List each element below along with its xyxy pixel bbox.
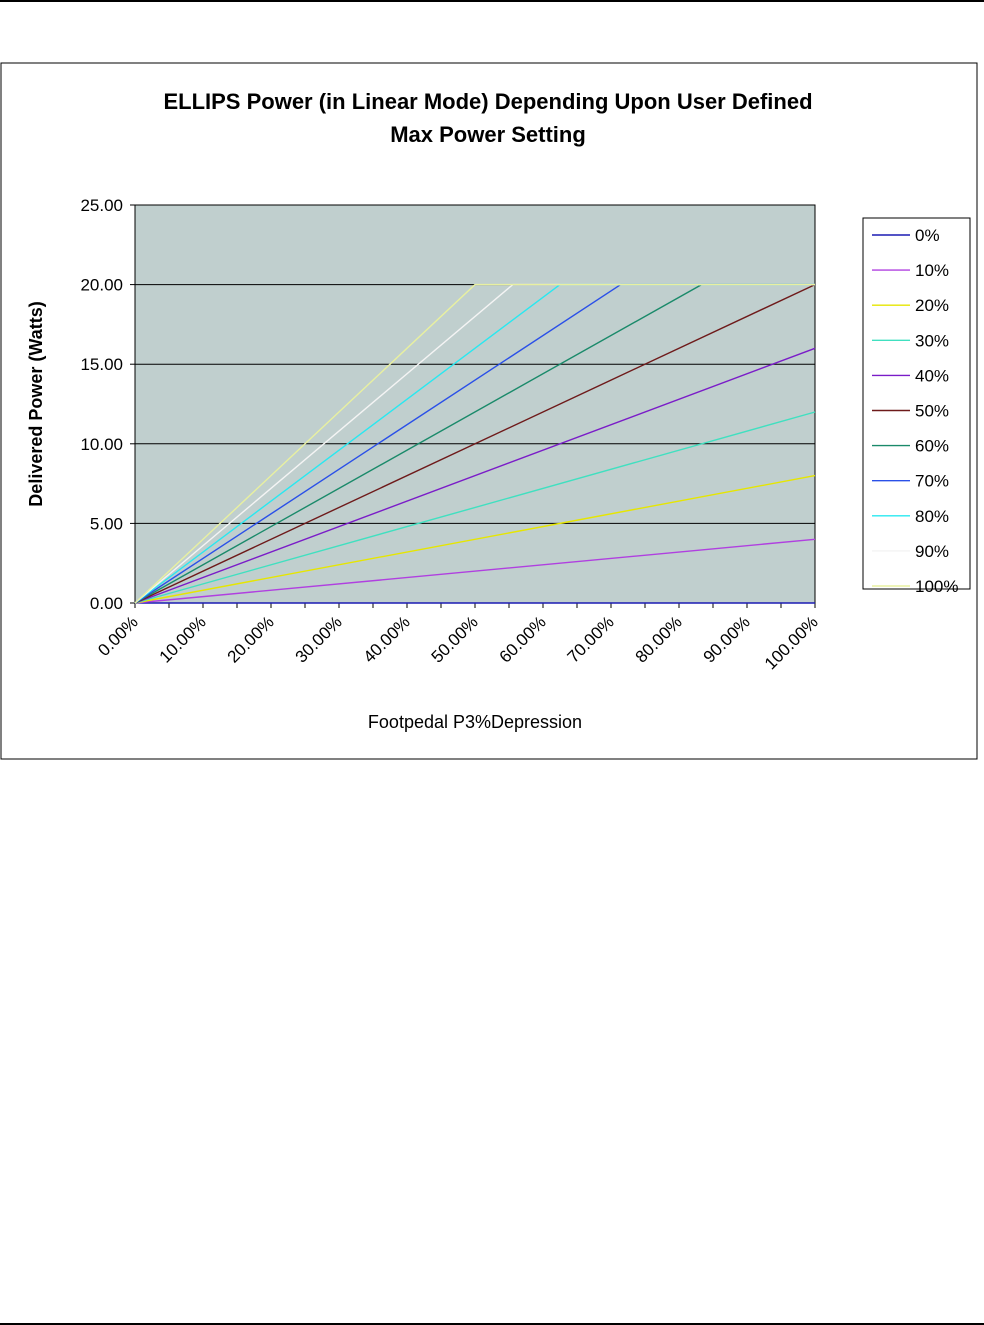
legend-label: 100% xyxy=(915,577,958,596)
page-top-rule xyxy=(0,0,984,2)
page-bottom-rule xyxy=(0,1323,984,1325)
series-line-30pct xyxy=(134,411,816,604)
plot-area xyxy=(134,204,816,604)
y-axis-label: Delivered Power (Watts) xyxy=(26,301,46,506)
series-line-50pct xyxy=(134,283,816,604)
chart: ELLIPS Power (in Linear Mode) Depending … xyxy=(0,62,978,760)
legend-label: 80% xyxy=(915,507,949,526)
series-line-40pct xyxy=(134,347,816,604)
series-line-100pct xyxy=(134,283,815,604)
chart-title-line-2: Max Power Setting xyxy=(390,122,586,147)
y-tick-label: 25.00 xyxy=(80,196,123,215)
legend-label: 50% xyxy=(915,402,949,421)
x-axis-label: Footpedal P3%Depression xyxy=(368,712,582,732)
y-tick-label: 5.00 xyxy=(90,514,123,533)
legend-label: 70% xyxy=(915,472,949,491)
y-tick-label: 10.00 xyxy=(80,435,123,454)
y-tick-labels: 0.00 5.00 10.00 15.00 20.00 25.00 xyxy=(80,196,123,613)
legend-label: 0% xyxy=(915,226,940,245)
x-tick-marks xyxy=(134,603,816,608)
legend: 0% 10% 20% 30% 40% 50% 60% 70% 80% 90% 100% xyxy=(862,217,971,596)
y-tick-label: 20.00 xyxy=(80,276,123,295)
y-tick-label: 15.00 xyxy=(80,355,123,374)
legend-label: 30% xyxy=(915,331,949,350)
legend-label: 10% xyxy=(915,261,949,280)
legend-label: 90% xyxy=(915,542,949,561)
legend-label: 60% xyxy=(915,437,949,456)
series-line-10pct xyxy=(134,538,816,604)
chart-title-line-1: ELLIPS Power (in Linear Mode) Depending … xyxy=(163,89,812,114)
legend-label: 40% xyxy=(915,366,949,385)
y-tick-label: 0.00 xyxy=(90,594,123,613)
series-line-20pct xyxy=(134,474,816,604)
series-lines xyxy=(134,283,816,604)
legend-label: 20% xyxy=(915,296,949,315)
legend-box xyxy=(862,217,971,590)
